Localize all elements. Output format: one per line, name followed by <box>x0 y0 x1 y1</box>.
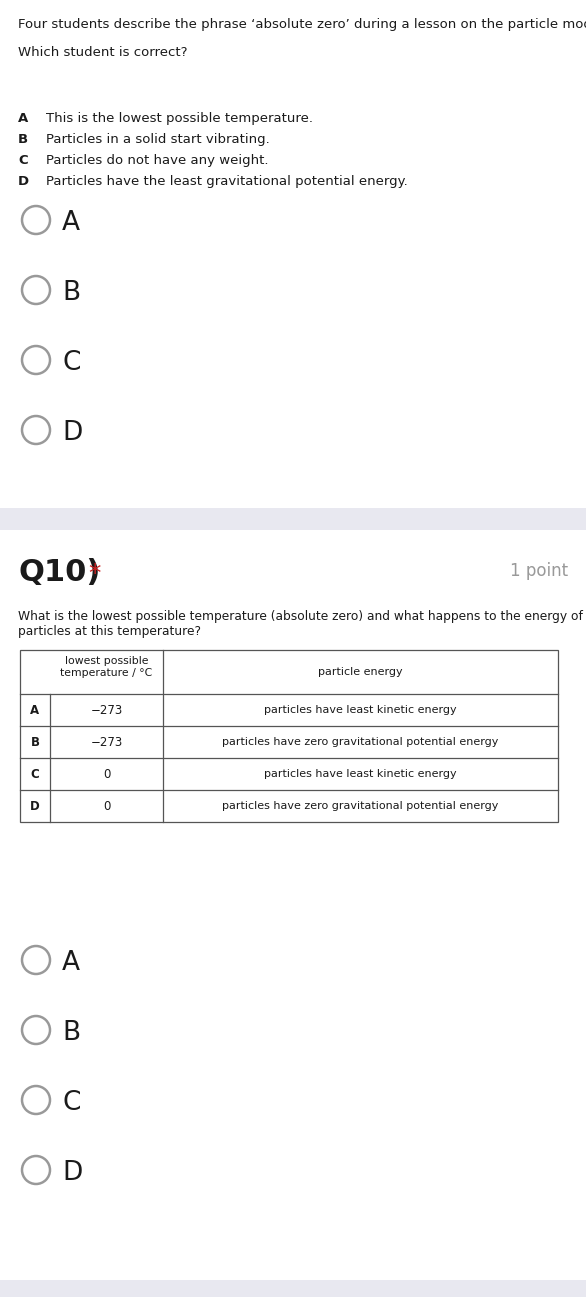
Text: D: D <box>18 175 29 188</box>
Text: particles have least kinetic energy: particles have least kinetic energy <box>264 769 457 779</box>
Text: particles have zero gravitational potential energy: particles have zero gravitational potent… <box>222 737 499 747</box>
Text: What is the lowest possible temperature (absolute zero) and what happens to the : What is the lowest possible temperature … <box>18 610 583 638</box>
Bar <box>0 508 586 530</box>
Text: A: A <box>62 210 80 236</box>
Text: C: C <box>62 1089 80 1115</box>
Bar <box>0 1280 586 1297</box>
Text: −273: −273 <box>90 703 122 716</box>
Text: This is the lowest possible temperature.: This is the lowest possible temperature. <box>46 112 313 125</box>
Text: A: A <box>62 949 80 977</box>
Text: 0: 0 <box>103 799 110 812</box>
Text: particles have least kinetic energy: particles have least kinetic energy <box>264 706 457 715</box>
Text: lowest possible
temperature / °C: lowest possible temperature / °C <box>60 656 152 677</box>
Text: D: D <box>62 420 82 446</box>
Text: B: B <box>62 280 80 306</box>
Text: C: C <box>18 154 28 167</box>
Text: particles have zero gravitational potential energy: particles have zero gravitational potent… <box>222 802 499 811</box>
Bar <box>20 650 558 822</box>
Text: A: A <box>30 703 40 716</box>
Text: C: C <box>62 350 80 376</box>
Text: particle energy: particle energy <box>318 667 403 677</box>
Text: 0: 0 <box>103 768 110 781</box>
Text: B: B <box>30 735 39 748</box>
Text: Particles do not have any weight.: Particles do not have any weight. <box>46 154 268 167</box>
Text: D: D <box>62 1160 82 1185</box>
Text: −273: −273 <box>90 735 122 748</box>
Text: Four students describe the phrase ‘absolute zero’ during a lesson on the particl: Four students describe the phrase ‘absol… <box>18 18 586 31</box>
Text: A: A <box>18 112 28 125</box>
Text: D: D <box>30 799 40 812</box>
Text: C: C <box>30 768 39 781</box>
Text: *: * <box>88 562 100 586</box>
Text: B: B <box>62 1019 80 1045</box>
Text: Q10): Q10) <box>18 558 100 588</box>
Text: Which student is correct?: Which student is correct? <box>18 45 188 58</box>
Text: Particles in a solid start vibrating.: Particles in a solid start vibrating. <box>46 134 270 147</box>
Text: Particles have the least gravitational potential energy.: Particles have the least gravitational p… <box>46 175 408 188</box>
Text: B: B <box>18 134 28 147</box>
Text: 1 point: 1 point <box>510 562 568 580</box>
